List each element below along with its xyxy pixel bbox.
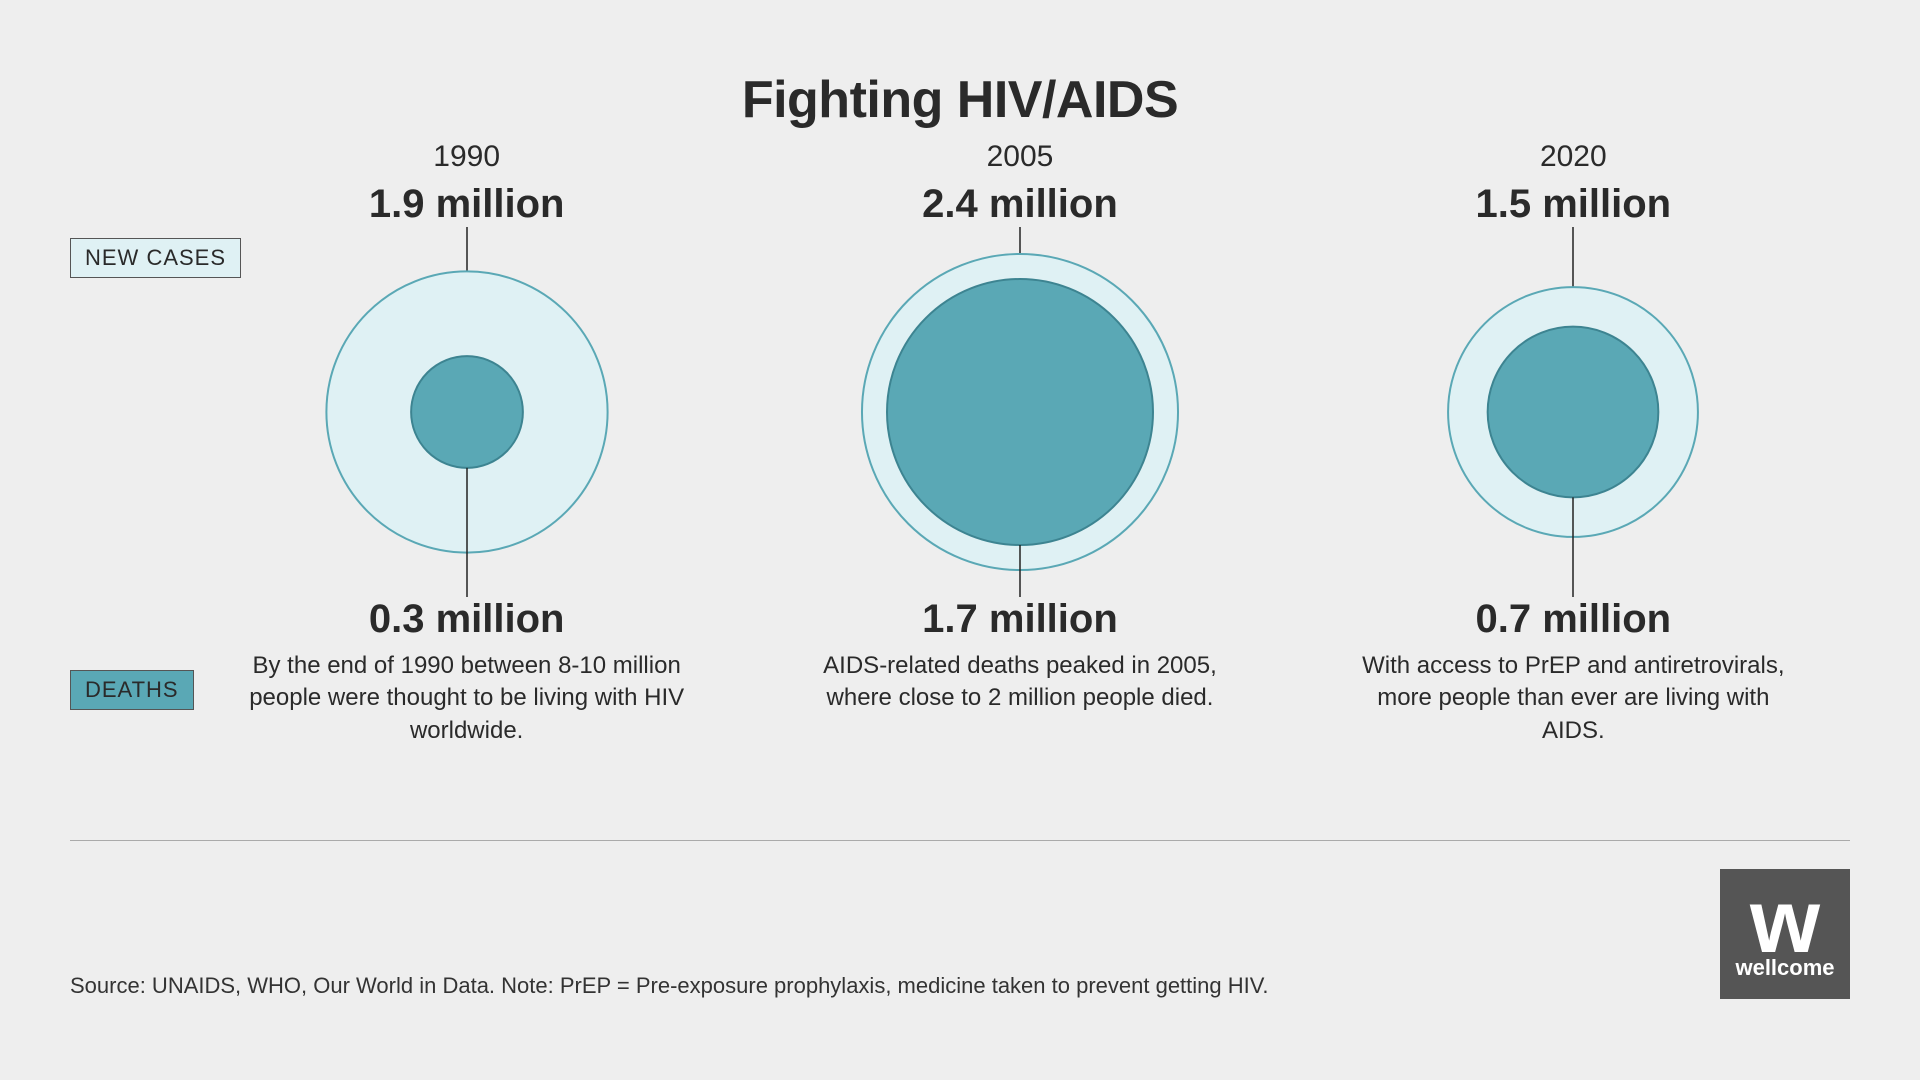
new-cases-value: 1.5 million (1476, 182, 1672, 227)
description: AIDS-related deaths peaked in 2005, wher… (800, 650, 1240, 715)
legend-deaths: DEATHS (70, 670, 194, 710)
description: With access to PrEP and antiretrovirals,… (1353, 650, 1793, 747)
description: By the end of 1990 between 8-10 million … (247, 650, 687, 747)
year-label: 2020 (1540, 140, 1607, 174)
inner-circle-deaths (411, 356, 523, 468)
divider (70, 840, 1850, 841)
new-cases-value: 1.9 million (369, 182, 565, 227)
infographic-container: Fighting HIV/AIDS NEW CASES DEATHS 1990 … (0, 0, 1920, 1080)
footer: Source: UNAIDS, WHO, Our World in Data. … (70, 869, 1850, 999)
circle-chart (790, 227, 1250, 597)
data-column: 1990 1.9 million 0.3 million By the end … (237, 140, 697, 820)
columns: 1990 1.9 million 0.3 million By the end … (190, 140, 1850, 820)
year-label: 2005 (987, 140, 1054, 174)
wellcome-logo: w wellcome (1720, 869, 1850, 999)
deaths-value: 0.7 million (1476, 597, 1672, 642)
data-column: 2005 2.4 million 1.7 million AIDS-relate… (790, 140, 1250, 820)
logo-glyph: w (1750, 891, 1820, 954)
inner-circle-deaths (887, 279, 1153, 545)
new-cases-value: 2.4 million (922, 182, 1118, 227)
deaths-value: 0.3 million (369, 597, 565, 642)
circle-chart (1343, 227, 1803, 597)
year-label: 1990 (433, 140, 500, 174)
source-text: Source: UNAIDS, WHO, Our World in Data. … (70, 973, 1269, 999)
logo-text: wellcome (1735, 958, 1834, 978)
data-column: 2020 1.5 million 0.7 million With access… (1343, 140, 1803, 820)
deaths-value: 1.7 million (922, 597, 1118, 642)
legend-deaths-label: DEATHS (85, 677, 179, 702)
chart-area: NEW CASES DEATHS 1990 1.9 million 0.3 mi… (70, 140, 1850, 820)
page-title: Fighting HIV/AIDS (70, 70, 1850, 130)
inner-circle-deaths (1488, 327, 1659, 498)
circle-chart (237, 227, 697, 597)
